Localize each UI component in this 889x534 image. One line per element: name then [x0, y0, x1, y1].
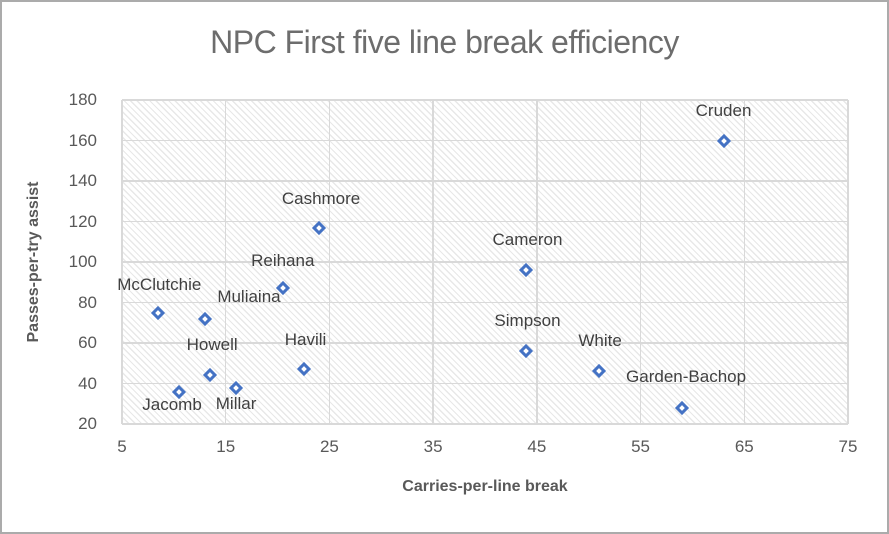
data-label-reihana: Reihana: [251, 251, 315, 271]
x-tick-label: 45: [527, 437, 547, 456]
x-tick-label: 25: [319, 437, 339, 456]
x-axis-title: Carries-per-line break: [402, 478, 568, 495]
gridline-horizontal: [122, 301, 848, 304]
y-tick-label: 180: [68, 90, 97, 109]
data-label-cashmore: Cashmore: [281, 188, 361, 208]
y-tick-label: 160: [68, 130, 97, 150]
gridline-horizontal: [122, 342, 848, 344]
x-tick-label: 5: [117, 437, 127, 456]
data-label-havili: Havili: [284, 330, 327, 350]
data-label-muliaina: Muliaina: [217, 286, 281, 306]
data-label-garden-bachop: Garden-Bachop: [626, 366, 747, 386]
y-tick-label: 20: [78, 414, 97, 433]
data-label-simpson: Simpson: [494, 311, 561, 331]
gridline-horizontal: [122, 382, 848, 385]
data-label-jacomb: Jacomb: [142, 394, 202, 414]
y-tick-label: 140: [68, 171, 97, 190]
x-tick-label: 65: [734, 437, 754, 456]
data-label-millar: Millar: [215, 393, 257, 413]
data-label-cameron: Cameron: [492, 230, 563, 250]
gridline-horizontal: [122, 261, 848, 263]
x-tick-label: 75: [838, 437, 858, 456]
x-tick-label: 35: [423, 437, 443, 456]
y-tick-label: 60: [78, 333, 97, 352]
y-tick-label: 40: [78, 373, 97, 393]
gridline-horizontal: [122, 423, 848, 425]
y-tick-label: 120: [68, 211, 97, 231]
gridline-horizontal: [122, 220, 848, 223]
data-label-white: White: [578, 331, 622, 351]
y-tick-label: 80: [78, 292, 97, 312]
gridline-horizontal: [122, 139, 848, 142]
x-tick-label: 55: [631, 437, 651, 456]
gridline-horizontal: [122, 180, 848, 182]
data-label-cruden: Cruden: [695, 100, 752, 120]
data-label-mcclutchie: McClutchie: [117, 274, 202, 294]
data-label-howell: Howell: [186, 335, 238, 355]
gridline-vertical: [847, 100, 849, 424]
gridline-horizontal: [122, 99, 848, 101]
x-tick-label: 15: [216, 437, 236, 456]
chart-title: NPC First five line break efficiency: [210, 24, 679, 60]
y-tick-label: 100: [68, 252, 97, 271]
